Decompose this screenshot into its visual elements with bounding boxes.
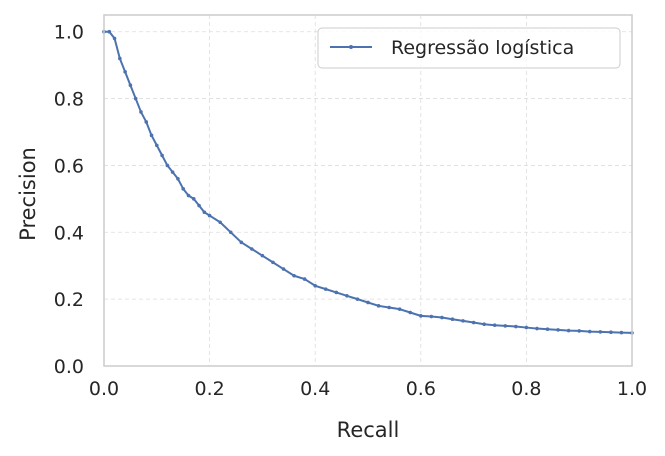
data-point (598, 330, 603, 334)
data-point (149, 133, 154, 138)
legend-label-series-1: Regressão logística (391, 37, 574, 59)
legend: Regressão logística (317, 27, 621, 69)
data-point (471, 320, 476, 325)
data-point (461, 319, 465, 323)
data-point (492, 323, 497, 328)
data-point (376, 304, 381, 308)
data-point (292, 273, 296, 278)
x-tick-label: 0.2 (194, 378, 224, 400)
data-point (218, 220, 222, 225)
data-point (170, 170, 175, 174)
data-point (133, 96, 138, 101)
data-point (450, 317, 455, 322)
data-point (429, 314, 434, 319)
data-point (165, 163, 170, 168)
data-point (123, 70, 127, 74)
y-tick-label: 0.4 (54, 222, 84, 244)
data-point (524, 325, 529, 330)
data-point (250, 247, 254, 251)
legend-marker-swatch (349, 45, 353, 49)
data-point (112, 36, 117, 41)
data-point (128, 83, 133, 87)
x-tick-label: 1.0 (617, 378, 647, 400)
data-point (334, 290, 339, 295)
data-point (281, 267, 286, 271)
x-axis-label: Recall (337, 418, 400, 442)
data-point (239, 240, 244, 245)
data-point (197, 203, 201, 208)
data-point (387, 305, 391, 310)
x-tick-label: 0.8 (511, 378, 541, 400)
data-point (181, 187, 185, 191)
data-point (139, 110, 143, 114)
plot-frame (103, 14, 633, 367)
data-point (408, 310, 413, 315)
data-point (366, 300, 370, 305)
data-point (619, 330, 624, 335)
data-point (176, 177, 180, 181)
y-axis-ticks: 0.0 0.2 0.4 0.6 0.8 1.0 (54, 22, 84, 378)
data-point (397, 307, 402, 311)
data-point (609, 330, 613, 335)
x-axis-ticks: 0.0 0.2 0.4 0.6 0.8 1.0 (89, 378, 647, 400)
data-point (345, 294, 349, 298)
grid (104, 15, 632, 366)
data-point (202, 210, 207, 215)
data-point (566, 328, 571, 333)
data-point (107, 29, 112, 34)
data-point (302, 277, 307, 281)
data-point (587, 329, 592, 334)
x-tick-label: 0.0 (89, 378, 119, 400)
data-point (323, 287, 328, 291)
y-tick-label: 0.2 (54, 289, 84, 311)
series-layer (102, 29, 634, 335)
data-point (419, 314, 423, 318)
data-point (160, 153, 164, 158)
data-point (482, 322, 486, 327)
x-tick-label: 0.6 (406, 378, 436, 400)
data-point (545, 327, 550, 332)
data-point (535, 326, 539, 331)
data-point (440, 315, 444, 320)
data-point (355, 297, 360, 301)
data-point (155, 143, 159, 148)
data-point (207, 213, 212, 218)
data-point (514, 324, 518, 329)
data-point (313, 283, 318, 288)
data-point (186, 193, 191, 198)
data-point (191, 197, 196, 201)
x-tick-label: 0.4 (300, 378, 330, 400)
y-tick-label: 0.8 (54, 89, 84, 111)
data-point (144, 120, 149, 124)
data-point (271, 260, 275, 265)
y-tick-label: 1.0 (54, 22, 84, 44)
y-tick-label: 0.0 (54, 356, 84, 378)
y-axis-label: Precision (16, 147, 40, 241)
data-point (503, 324, 508, 328)
y-tick-label: 0.6 (54, 155, 84, 177)
data-point (577, 329, 581, 333)
data-point (556, 328, 560, 332)
data-point (118, 56, 122, 61)
data-point (260, 253, 265, 258)
series-line-1 (104, 30, 633, 334)
data-point (228, 230, 233, 235)
legend-box (317, 27, 621, 69)
